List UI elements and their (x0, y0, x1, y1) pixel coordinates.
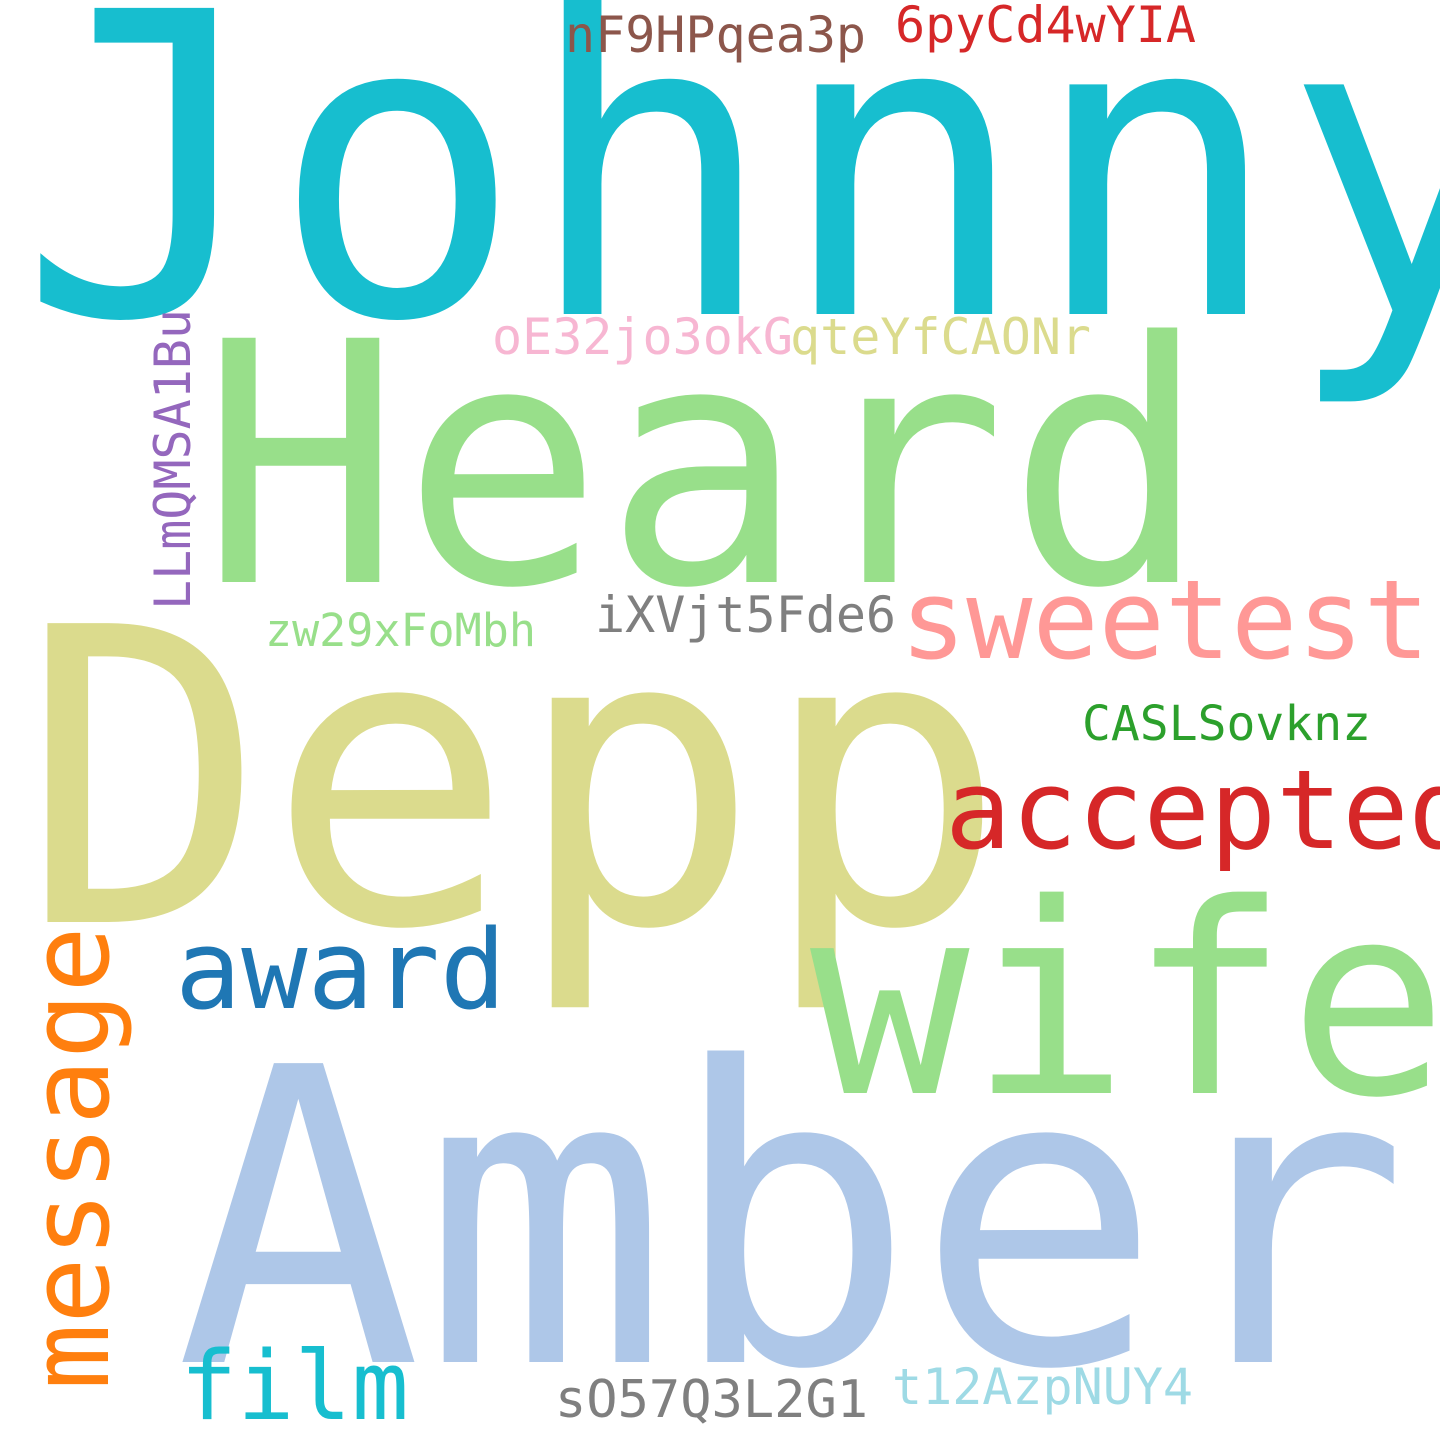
word-wife: wife (810, 848, 1440, 1156)
word-depp: Depp (20, 541, 1008, 1019)
word-accepted: accepted (945, 746, 1440, 874)
word-johnny: Johnny (18, 0, 1440, 414)
word-caslsovknz: CASLSovknz (1082, 696, 1371, 752)
word-amber: Amber (175, 981, 1410, 1440)
word-t12azpnuy4: t12AzpNUY4 (892, 1358, 1194, 1416)
word-so57q3l2g1: sO57Q3L2G1 (555, 1370, 869, 1430)
word-oe32jo3okg: oE32jo3okG (492, 308, 794, 366)
word-6pycd4wyia: 6pyCd4wYIA (895, 0, 1197, 54)
word-sweetest: sweetest (900, 556, 1430, 684)
word-qteyfcaonr: qteYfCAONr (790, 308, 1092, 366)
word-nf9hpqea3p: nF9HPqea3p (565, 6, 867, 64)
word-heard: Heard (200, 272, 1209, 662)
word-llmqmsa1bu: LLmQMSA1Bu (144, 308, 202, 610)
word-film: film (180, 1332, 409, 1440)
word-ixvjt5fde6: iXVjt5Fde6 (595, 586, 897, 644)
word-message: message (6, 926, 134, 1390)
word-zw29xfombh: zw29xFoMbh (265, 604, 536, 657)
word-award: award (175, 906, 507, 1034)
